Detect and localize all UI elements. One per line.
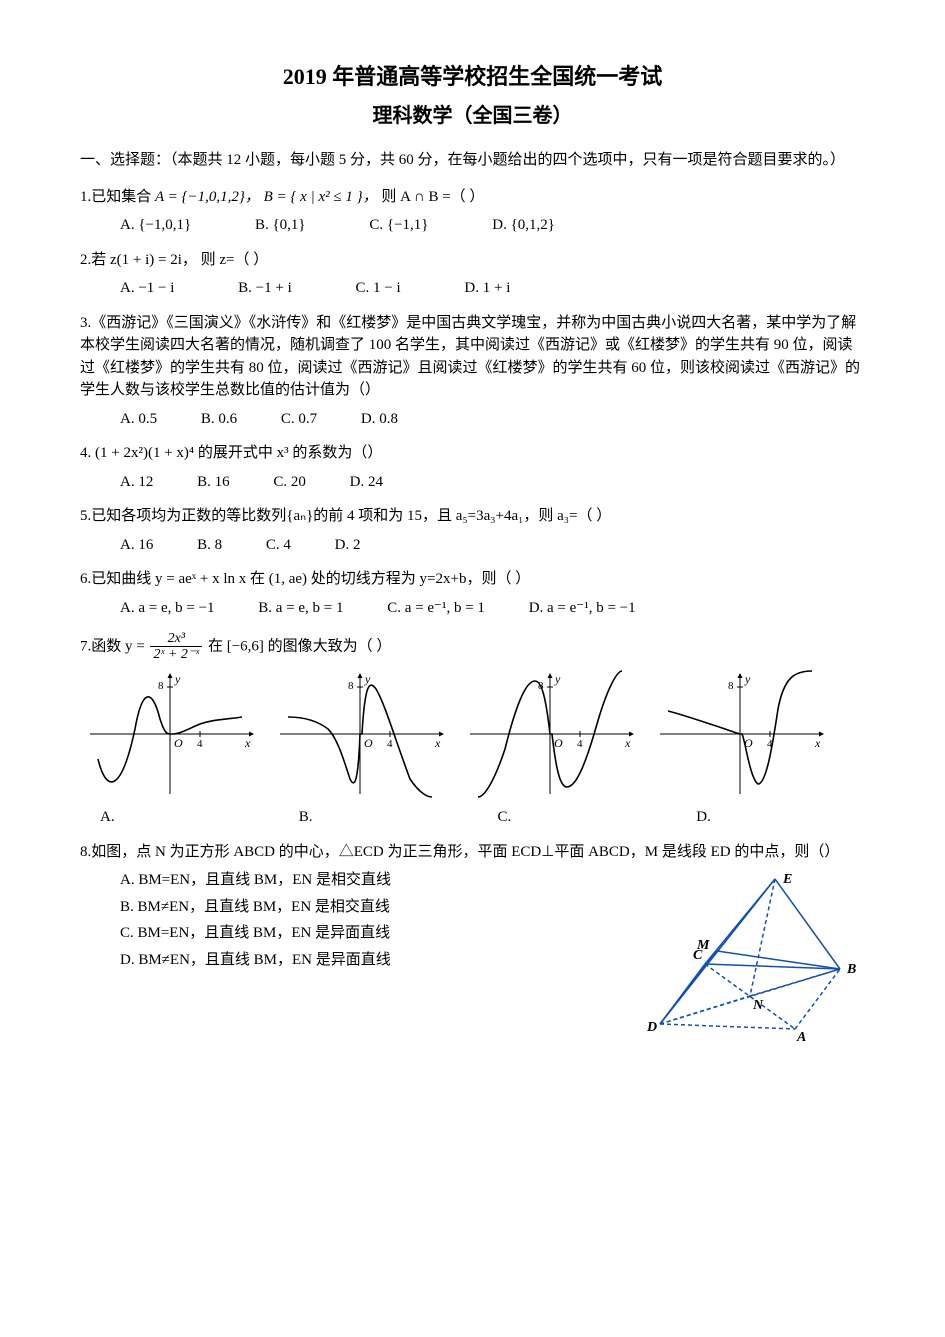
q8-opt-a: A. BM=EN，且直线 BM，EN 是相交直线 <box>80 869 635 892</box>
q7-graphs: y x O 4 8 y x O 4 8 <box>80 669 865 807</box>
q1-text-post: 则 A ∩ B =（ ） <box>381 189 484 205</box>
q1-opt-c: C. {−1,1} <box>369 214 428 237</box>
q7b-xlabel: x <box>434 736 441 750</box>
q7c-xlabel: x <box>624 736 631 750</box>
q7b-origin: O <box>364 736 373 750</box>
svg-text:B: B <box>846 962 856 977</box>
q3-opt-b: B. 0.6 <box>201 408 237 431</box>
q5-opt-b: B. 8 <box>197 534 222 557</box>
q7a-ytick: 8 <box>158 680 164 692</box>
q6-text: 6.已知曲线 y = aeˣ + x ln x 在 (1, ae) 处的切线方程… <box>80 568 865 591</box>
q7a-origin: O <box>174 736 183 750</box>
q7-label-b: B. <box>279 806 468 829</box>
svg-text:N: N <box>752 998 764 1013</box>
svg-text:M: M <box>696 938 710 953</box>
q1-options: A. {−1,0,1} B. {0,1} C. {−1,1} D. {0,1,2… <box>80 214 865 237</box>
q1-opt-b: B. {0,1} <box>255 214 306 237</box>
q7c-xtick: 4 <box>577 738 583 750</box>
exam-title-1: 2019 年普通高等学校招生全国统一考试 <box>80 60 865 93</box>
q7-fraction: 2x³ 2ˣ + 2⁻ˣ <box>150 631 202 663</box>
q7-text-post: 在 [−6,6] 的图像大致为（ ） <box>208 638 391 654</box>
q7a-xtick: 4 <box>197 738 203 750</box>
q7b-ytick: 8 <box>348 680 354 692</box>
q6-opt-a: A. a = e, b = −1 <box>120 597 215 620</box>
q7-label-a: A. <box>80 806 269 829</box>
question-2: 2.若 z(1 + i) = 2i， 则 z=（ ） A. −1 − i B. … <box>80 249 865 300</box>
q7c-origin: O <box>554 736 563 750</box>
question-3: 3.《西游记》《三国演义》《水浒传》和《红楼梦》是中国古典文学瑰宝，并称为中国古… <box>80 312 865 431</box>
q8-opt-c: C. BM=EN，且直线 BM，EN 是异面直线 <box>80 922 635 945</box>
q3-opt-a: A. 0.5 <box>120 408 157 431</box>
q5-opt-c: C. 4 <box>266 534 291 557</box>
q3-options: A. 0.5 B. 0.6 C. 0.7 D. 0.8 <box>80 408 865 431</box>
q8-options: A. BM=EN，且直线 BM，EN 是相交直线 B. BM≠EN，且直线 BM… <box>80 869 635 1057</box>
q4-opt-a: A. 12 <box>120 471 153 494</box>
q4-opt-d: D. 24 <box>350 471 383 494</box>
q5-options: A. 16 B. 8 C. 4 D. 2 <box>80 534 865 557</box>
q7-graph-d: y x O 4 8 <box>650 669 830 807</box>
q4-opt-c: C. 20 <box>273 471 306 494</box>
q7-text: 7.函数 y = 2x³ 2ˣ + 2⁻ˣ 在 [−6,6] 的图像大致为（ ） <box>80 631 865 663</box>
question-6: 6.已知曲线 y = aeˣ + x ln x 在 (1, ae) 处的切线方程… <box>80 568 865 619</box>
q1-text: 1.已知集合 A = {−1,0,1,2}， B = { x | x² ≤ 1 … <box>80 186 865 209</box>
q5-opt-d: D. 2 <box>335 534 361 557</box>
q7-label-c: C. <box>478 806 667 829</box>
q2-opt-b: B. −1 + i <box>238 277 292 300</box>
q6-options: A. a = e, b = −1 B. a = e, b = 1 C. a = … <box>80 597 865 620</box>
q7a-xlabel: x <box>244 736 251 750</box>
q4-options: A. 12 B. 16 C. 20 D. 24 <box>80 471 865 494</box>
q2-opt-d: D. 1 + i <box>464 277 510 300</box>
q7-text-pre: 7.函数 y = <box>80 638 148 654</box>
q3-text: 3.《西游记》《三国演义》《水浒传》和《红楼梦》是中国古典文学瑰宝，并称为中国古… <box>80 312 865 402</box>
svg-text:A: A <box>796 1030 806 1045</box>
question-8: 8.如图，点 N 为正方形 ABCD 的中心，△ECD 为正三角形，平面 ECD… <box>80 841 865 1057</box>
q7b-ylabel: y <box>364 672 371 686</box>
exam-title-2: 理科数学（全国三卷） <box>80 101 865 131</box>
q7-graph-b: y x O 4 8 <box>270 669 450 807</box>
q7-frac-den: 2ˣ + 2⁻ˣ <box>150 647 202 662</box>
q7-frac-num: 2x³ <box>150 631 202 647</box>
q7a-ylabel: y <box>174 672 181 686</box>
q3-opt-d: D. 0.8 <box>361 408 398 431</box>
q2-options: A. −1 − i B. −1 + i C. 1 − i D. 1 + i <box>80 277 865 300</box>
q7-graph-c: y x O 4 8 <box>460 669 640 807</box>
question-7: 7.函数 y = 2x³ 2ˣ + 2⁻ˣ 在 [−6,6] 的图像大致为（ ）… <box>80 631 865 829</box>
q7d-ylabel: y <box>744 672 751 686</box>
q6-opt-b: B. a = e, b = 1 <box>258 597 343 620</box>
q6-opt-c: C. a = e⁻¹, b = 1 <box>387 597 485 620</box>
section-instructions: 一、选择题：（本题共 12 小题，每小题 5 分，共 60 分，在每小题给出的四… <box>80 149 865 172</box>
q8-text: 8.如图，点 N 为正方形 ABCD 的中心，△ECD 为正三角形，平面 ECD… <box>80 841 865 864</box>
q7c-ylabel: y <box>554 672 561 686</box>
q8-figure: ECBDANM <box>635 869 865 1057</box>
q7-option-labels: A. B. C. D. <box>80 806 865 829</box>
q7d-xlabel: x <box>814 736 821 750</box>
q7d-ytick: 8 <box>728 680 734 692</box>
q5-text: 5.已知各项均为正数的等比数列{aₙ}的前 4 项和为 15，且 a₅=3a₃+… <box>80 505 865 528</box>
q7b-xtick: 4 <box>387 738 393 750</box>
q1-math: A = {−1,0,1,2}， B = { x | x² ≤ 1 }， <box>155 189 378 205</box>
q6-opt-d: D. a = e⁻¹, b = −1 <box>529 597 636 620</box>
q4-text: 4. (1 + 2x²)(1 + x)⁴ 的展开式中 x³ 的系数为（） <box>80 442 865 465</box>
q8-opt-b: B. BM≠EN，且直线 BM，EN 是相交直线 <box>80 896 635 919</box>
svg-text:D: D <box>646 1020 657 1035</box>
q1-text-pre: 1.已知集合 <box>80 189 155 205</box>
q2-text: 2.若 z(1 + i) = 2i， 则 z=（ ） <box>80 249 865 272</box>
q5-opt-a: A. 16 <box>120 534 153 557</box>
q2-opt-c: C. 1 − i <box>356 277 401 300</box>
q8-opt-d: D. BM≠EN，且直线 BM，EN 是异面直线 <box>80 949 635 972</box>
question-5: 5.已知各项均为正数的等比数列{aₙ}的前 4 项和为 15，且 a₅=3a₃+… <box>80 505 865 556</box>
q7-graph-a: y x O 4 8 <box>80 669 260 807</box>
question-1: 1.已知集合 A = {−1,0,1,2}， B = { x | x² ≤ 1 … <box>80 186 865 237</box>
q3-opt-c: C. 0.7 <box>281 408 317 431</box>
q4-opt-b: B. 16 <box>197 471 230 494</box>
q2-opt-a: A. −1 − i <box>120 277 174 300</box>
svg-text:E: E <box>782 872 792 887</box>
q1-opt-d: D. {0,1,2} <box>492 214 555 237</box>
q7-label-d: D. <box>676 806 865 829</box>
q1-opt-a: A. {−1,0,1} <box>120 214 191 237</box>
question-4: 4. (1 + 2x²)(1 + x)⁴ 的展开式中 x³ 的系数为（） A. … <box>80 442 865 493</box>
